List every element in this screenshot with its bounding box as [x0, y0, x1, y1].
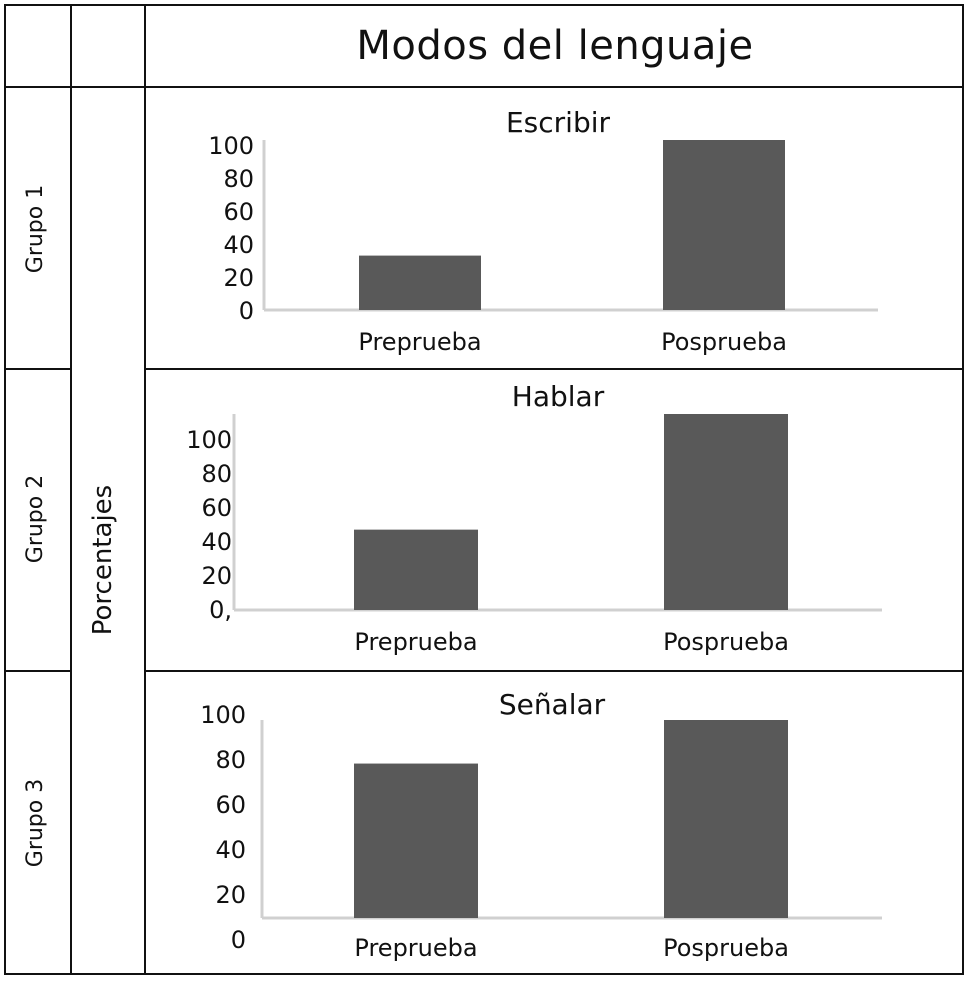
y-tick-label: 0	[231, 926, 246, 954]
y-tick-label: 60	[201, 494, 232, 522]
table-border-bottom	[4, 973, 964, 975]
chart-panel-senalar: Señalar 0 20 40 60 80 100 Preprueba Posprueba	[200, 688, 882, 962]
table-border-right	[962, 4, 964, 975]
table-col-divider-2	[144, 4, 146, 975]
bar-posprueba	[663, 140, 785, 310]
table-row-divider-right-2	[144, 670, 964, 672]
bar-posprueba	[664, 720, 788, 918]
y-tick-label: 80	[201, 460, 232, 488]
bar-posprueba	[664, 414, 788, 610]
table-border-top	[4, 4, 964, 6]
y-tick-label: 40	[223, 231, 254, 259]
y-tick-label: 0,	[209, 596, 232, 624]
bar-preprueba	[354, 763, 478, 918]
chart-title: Señalar	[499, 688, 606, 721]
y-tick-label: 20	[201, 562, 232, 590]
y-tick-label: 60	[215, 791, 246, 819]
table-row-divider-left-2	[4, 670, 72, 672]
y-tick-label: 80	[223, 165, 254, 193]
table-border-left	[4, 4, 6, 975]
bar-preprueba	[354, 529, 478, 610]
x-category-label: Posprueba	[663, 934, 789, 962]
group-label-1: Grupo 1	[23, 184, 48, 274]
bar-preprueba	[359, 255, 481, 310]
chart-panel-hablar: Hablar 0, 20 40 60 80 100 Preprueba Posprueba	[186, 380, 882, 656]
y-axis-title: Porcentajes	[88, 484, 118, 636]
page-title: Modos del lenguaje	[356, 22, 754, 69]
y-tick-label: 0	[239, 297, 254, 325]
y-tick-label: 60	[223, 198, 254, 226]
table-header-divider	[4, 86, 964, 88]
y-tick-label: 100	[208, 132, 254, 160]
y-tick-label: 20	[223, 264, 254, 292]
y-tick-label: 100	[186, 426, 232, 454]
chart-title: Escribir	[506, 106, 611, 139]
x-category-label: Preprueba	[358, 328, 481, 356]
y-tick-label: 40	[201, 528, 232, 556]
chart-title: Hablar	[512, 380, 605, 413]
table-row-divider-left-1	[4, 368, 72, 370]
group-label-3: Grupo 3	[23, 778, 48, 868]
table-row-divider-right-1	[144, 368, 964, 370]
group-label-2: Grupo 2	[23, 474, 48, 564]
x-category-label: Preprueba	[354, 628, 477, 656]
chart-panel-escribir: Escribir 0 20 40 60 80 100 Preprueba Posprueba	[208, 106, 878, 356]
x-category-label: Posprueba	[661, 328, 787, 356]
y-tick-label: 80	[215, 746, 246, 774]
y-tick-label: 20	[215, 881, 246, 909]
x-category-label: Posprueba	[663, 628, 789, 656]
x-category-label: Preprueba	[354, 934, 477, 962]
y-tick-label: 40	[215, 836, 246, 864]
y-tick-label: 100	[200, 701, 246, 729]
table-col-divider-1	[70, 4, 72, 975]
